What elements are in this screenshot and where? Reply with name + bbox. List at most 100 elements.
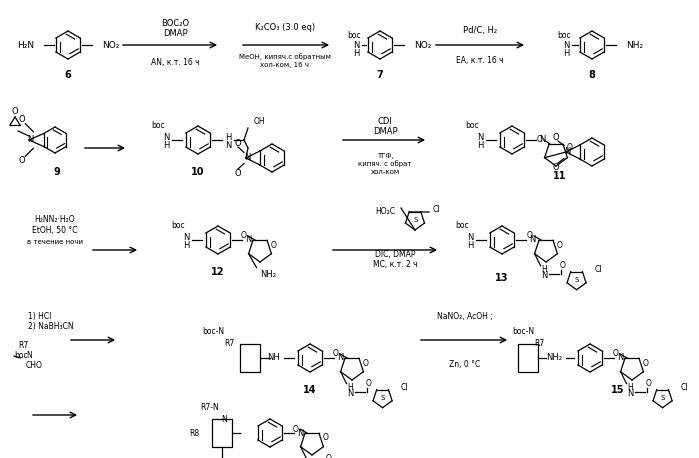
Text: boc-N: boc-N [512,327,534,337]
Text: O: O [567,143,573,153]
Text: H: H [467,241,473,251]
Text: H: H [542,265,547,274]
Text: N: N [26,351,31,360]
Text: N: N [539,136,545,145]
Text: 10: 10 [192,167,205,177]
Text: O: O [271,240,277,250]
Text: OH: OH [254,118,266,126]
Text: boc: boc [466,121,479,131]
Text: N: N [617,354,624,362]
Text: 13: 13 [496,273,509,283]
Text: boc: boc [347,31,361,39]
Text: R7: R7 [534,339,545,349]
Text: NaNO₂, AcOH ;: NaNO₂, AcOH ; [437,311,493,321]
Text: O: O [527,231,533,240]
Text: O: O [613,349,619,359]
Text: S: S [414,217,418,223]
Text: O: O [553,132,559,142]
Text: boc: boc [455,222,469,230]
Text: H: H [563,49,569,59]
Text: H: H [347,383,354,392]
Text: 2) NaBH₃CN: 2) NaBH₃CN [28,322,73,331]
Text: CHO: CHO [26,361,43,371]
Text: R7-N: R7-N [200,403,219,411]
Text: Zn, 0 °C: Zn, 0 °C [449,360,481,369]
Text: AN, к.т. 16 ч: AN, к.т. 16 ч [151,59,199,67]
Text: DMAP: DMAP [373,127,397,136]
Text: H: H [183,241,189,251]
Text: кипяч. с обрат: кипяч. с обрат [359,161,412,168]
Text: N: N [244,153,250,163]
Text: NH₂: NH₂ [546,354,562,362]
Text: O: O [241,231,247,240]
Text: EA, к.т. 16 ч: EA, к.т. 16 ч [456,56,504,65]
Text: NO₂: NO₂ [414,40,431,49]
Text: N: N [467,234,473,242]
Text: O: O [366,379,372,388]
Text: O: O [363,359,369,367]
Text: N: N [183,234,189,242]
Text: 14: 14 [303,385,317,395]
Text: boc: boc [14,351,28,360]
Text: NH₂: NH₂ [626,40,643,49]
Text: N: N [563,42,569,50]
Text: 9: 9 [54,167,60,177]
Text: NH: NH [268,354,280,362]
Text: R7: R7 [224,339,234,349]
Text: 11: 11 [553,171,567,181]
Text: O: O [537,136,543,145]
Text: O: O [293,425,299,434]
Text: N: N [529,235,535,245]
Text: O: O [646,379,651,388]
Text: O: O [560,261,565,270]
Text: H: H [163,142,169,151]
Text: O: O [235,169,241,178]
Text: boc: boc [151,121,165,131]
Text: N: N [564,147,570,157]
Text: S: S [575,277,579,283]
Text: Cl: Cl [681,383,688,392]
Text: 15: 15 [611,385,625,395]
Text: R7: R7 [18,342,28,350]
Text: O: O [235,138,241,147]
Text: O: O [553,163,559,171]
Text: в течение ночи: в течение ночи [27,239,83,245]
Text: Cl: Cl [401,383,408,392]
Text: H: H [353,49,359,59]
Text: DIC, DMAP: DIC, DMAP [375,250,415,258]
Text: EtOH, 50 °C: EtOH, 50 °C [32,225,78,234]
Text: 1) HCl: 1) HCl [28,311,51,321]
Text: boc: boc [171,222,185,230]
Text: O: O [326,454,331,458]
Text: O: O [643,359,649,367]
Text: DMAP: DMAP [163,28,187,38]
Text: O: O [557,240,563,250]
Text: 8: 8 [589,70,596,80]
Text: O: O [333,349,339,359]
Text: хол-ком, 16 ч: хол-ком, 16 ч [261,62,310,68]
Text: Cl: Cl [595,265,602,274]
Text: H: H [477,142,483,151]
Text: МС, к.т. 2 ч: МС, к.т. 2 ч [373,260,417,268]
Text: boc: boc [557,31,571,39]
Text: O: O [323,434,329,442]
Text: N: N [477,133,483,142]
Text: N: N [337,354,343,362]
Text: O: O [18,115,24,124]
Text: O: O [18,156,24,165]
Text: Cl: Cl [433,206,440,214]
Text: H: H [628,383,633,392]
Text: 7: 7 [377,70,383,80]
Text: H: H [225,133,231,142]
Text: N: N [347,389,354,398]
Text: R8: R8 [189,429,199,437]
Text: Pd/C, H₂: Pd/C, H₂ [463,27,497,36]
Text: MeOH, кипяч.с обратным: MeOH, кипяч.с обратным [239,54,331,60]
Text: 6: 6 [64,70,71,80]
Text: 12: 12 [211,267,225,277]
Text: N: N [542,271,548,280]
Text: boc-N: boc-N [202,327,224,337]
Text: N: N [225,142,231,151]
Text: N: N [163,133,169,142]
Text: N: N [297,429,303,437]
